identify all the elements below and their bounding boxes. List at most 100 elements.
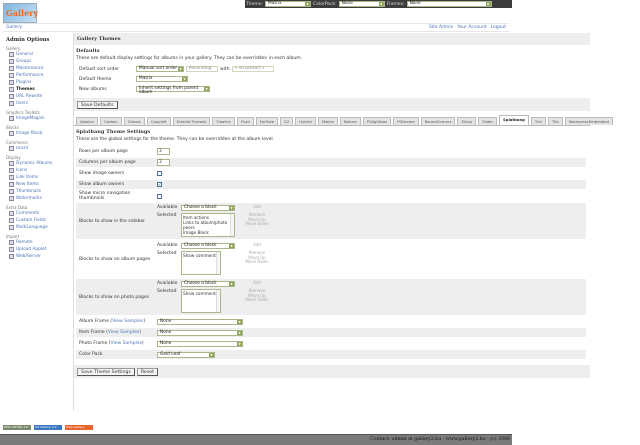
sidebar-item-icons[interactable]: Icons (6, 167, 70, 174)
sidebar-item-upload-applet[interactable]: Upload Applet (6, 246, 70, 253)
sidebar-item-dynamic-albums[interactable]: Dynamic Albums (6, 160, 70, 167)
save-theme-settings-button[interactable]: Save Theme Settings (77, 368, 135, 376)
tab-roundcorners[interactable]: RoundCorners (420, 117, 456, 125)
selected-block-item[interactable]: Show comments (183, 253, 218, 258)
photo-selected-list[interactable]: Show comments (181, 289, 221, 313)
tab-ajaxian[interactable]: Ajaxian (76, 117, 99, 125)
sidebar-item-general[interactable]: General (6, 51, 70, 58)
sidebar-item-imagemagick[interactable]: ImageMagick (6, 115, 70, 122)
tab-slider[interactable]: Slider (478, 117, 498, 125)
breadcrumb-gallery[interactable]: Gallery (6, 25, 23, 30)
move-down-button[interactable]: Move Down (245, 221, 269, 227)
save-defaults-button[interactable]: Save Defaults (77, 101, 118, 109)
move-down-button[interactable]: Move Down (245, 259, 269, 265)
tab-eclecticthreads[interactable]: EclecticThreads (172, 117, 211, 125)
tab-pglightbox[interactable]: PGlightbox (362, 117, 392, 125)
add-button[interactable]: Add (253, 280, 261, 285)
sidebar-available-select[interactable]: Choose a block ▼ (181, 205, 235, 211)
scrollbar[interactable] (216, 252, 220, 274)
sidebar-item-users[interactable]: Users (6, 100, 70, 107)
selected-block-item[interactable]: Links to album/photo peers (183, 220, 228, 230)
reset-button[interactable]: Reset (136, 368, 158, 376)
move-up-button[interactable]: Move Up (248, 254, 266, 260)
help-gallery-badge[interactable]: Help Gallery (65, 425, 93, 430)
item-frame-select[interactable]: None ▼ (157, 329, 243, 336)
tab-g2[interactable]: G2 (279, 117, 294, 125)
sidebar-item-link-items[interactable]: Link Items (6, 174, 70, 181)
gallery-badge[interactable]: G2 Gallery 2.2 (34, 425, 62, 430)
logout-link[interactable]: Logout (490, 25, 506, 30)
album-available-select[interactable]: Choose a block ▼ (181, 243, 235, 249)
tab-forsale[interactable]: ForSale (255, 117, 278, 125)
album-frame-select[interactable]: None ▼ (157, 318, 243, 325)
your-account-link[interactable]: Your Account (457, 25, 487, 30)
photo-frame-samples-link[interactable]: View Samples (110, 341, 142, 346)
item-frame-samples-link[interactable]: View Samples (107, 330, 140, 335)
remove-button[interactable]: Remove (248, 212, 266, 217)
photo-frame-select[interactable]: None ▼ (157, 340, 243, 347)
sidebar-item-web-server[interactable]: Web/Server (6, 253, 70, 260)
site-admin-link[interactable]: Site Admin (428, 25, 454, 30)
default-theme-select[interactable]: Matrix ▼ (136, 76, 188, 82)
sidebar-item-image-block[interactable]: Image Block (6, 130, 70, 137)
selected-block-item[interactable]: Image Block (183, 230, 209, 235)
tab-floatrix[interactable]: Floatrix (212, 117, 235, 125)
selected-block-item[interactable]: Show comments (183, 291, 218, 296)
rows-input[interactable]: 3 (157, 148, 170, 155)
sidebar-selected-list[interactable]: Item actions Links to album/photo peers Im… (181, 213, 235, 237)
micro-nav-checkbox[interactable] (157, 193, 162, 199)
tab-wordpressembedded[interactable]: WordpressEmbedded (564, 117, 614, 125)
tab-copyleft[interactable]: Copyleft (146, 117, 171, 125)
move-up-button[interactable]: Move Up (248, 292, 266, 298)
tab-hybrid[interactable]: Hybrid (295, 117, 316, 125)
move-down-button[interactable]: Move Down (245, 297, 269, 303)
sidebar-item-thumbnails[interactable]: Thumbnails (6, 188, 70, 195)
xhtml-badge[interactable]: W3C XHTML 1.0 (3, 425, 31, 430)
tab-pgtheme[interactable]: PGtheme (393, 117, 419, 125)
tab-siriux[interactable]: Siriux (457, 117, 477, 125)
gallery-logo[interactable]: Gallery (3, 3, 38, 23)
theme-select[interactable]: Matrix ▼ (265, 1, 312, 7)
remove-button[interactable]: Remove (248, 288, 266, 293)
sidebar-item-new-items[interactable]: New Items (6, 181, 70, 188)
tab-matrix[interactable]: Matrix (317, 117, 338, 125)
sort-order-select[interactable]: Manual sort order ▼ (136, 66, 184, 72)
tab-tile[interactable]: Tile (548, 117, 563, 125)
add-button[interactable]: Add (253, 242, 261, 247)
sidebar-item-custom-fields[interactable]: Custom Fields (6, 217, 70, 224)
scrollbar[interactable] (216, 290, 220, 312)
photo-available-select[interactable]: Choose a block ▼ (181, 281, 235, 287)
album-selected-list[interactable]: Show comments (181, 251, 221, 275)
sidebar-item-maintenance[interactable]: Maintenance (6, 65, 70, 72)
tab-nature[interactable]: Nature (339, 117, 361, 125)
sidebar-item-comments[interactable]: Comments (6, 210, 70, 217)
colorpack-select[interactable]: None ▼ (338, 1, 385, 7)
scrollbar[interactable] (230, 214, 234, 236)
sidebar-item-multilanguage[interactable]: MultiLanguage (6, 224, 70, 231)
selected-block-item[interactable]: Item actions (183, 215, 209, 220)
frames-select[interactable]: None ▼ (406, 1, 492, 7)
album-frame-samples-link[interactable]: View Samples (112, 319, 144, 324)
move-up-button[interactable]: Move Up (248, 216, 266, 222)
sidebar-item-url-rewrite[interactable]: URL Rewrite (6, 93, 70, 100)
sidebar-item-themes[interactable]: Themes (6, 86, 70, 93)
sort-direction-select[interactable]: Ascending (186, 66, 218, 72)
album-owners-checkbox[interactable]: ✔ (157, 182, 162, 187)
tab-splatbang[interactable]: Splatbang (499, 115, 529, 125)
tab-classic[interactable]: Classic (123, 117, 145, 125)
sidebar-item-plugins[interactable]: Plugins (6, 79, 70, 86)
color-pack-select[interactable]: Gold Leaf ▼ (157, 351, 215, 358)
sidebar-item-ecard[interactable]: ecard (6, 145, 70, 152)
tab-carbon[interactable]: Carbon (100, 117, 122, 125)
tab-tint[interactable]: Tint (530, 117, 547, 125)
presort-select[interactable]: « no presort » (231, 66, 274, 72)
sidebar-item-groups[interactable]: Groups (6, 58, 70, 65)
sidebar-item-performance[interactable]: Performance (6, 72, 70, 79)
new-albums-select[interactable]: Inherit settings from parent album ▼ (136, 86, 210, 95)
image-owners-checkbox[interactable] (157, 171, 162, 176)
remove-button[interactable]: Remove (248, 250, 266, 255)
sidebar-item-watermarks[interactable]: Watermarks (6, 195, 70, 202)
tab-fluid[interactable]: Fluid (236, 117, 254, 125)
sidebar-item-remote[interactable]: Remote (6, 239, 70, 246)
add-button[interactable]: Add (253, 204, 261, 209)
